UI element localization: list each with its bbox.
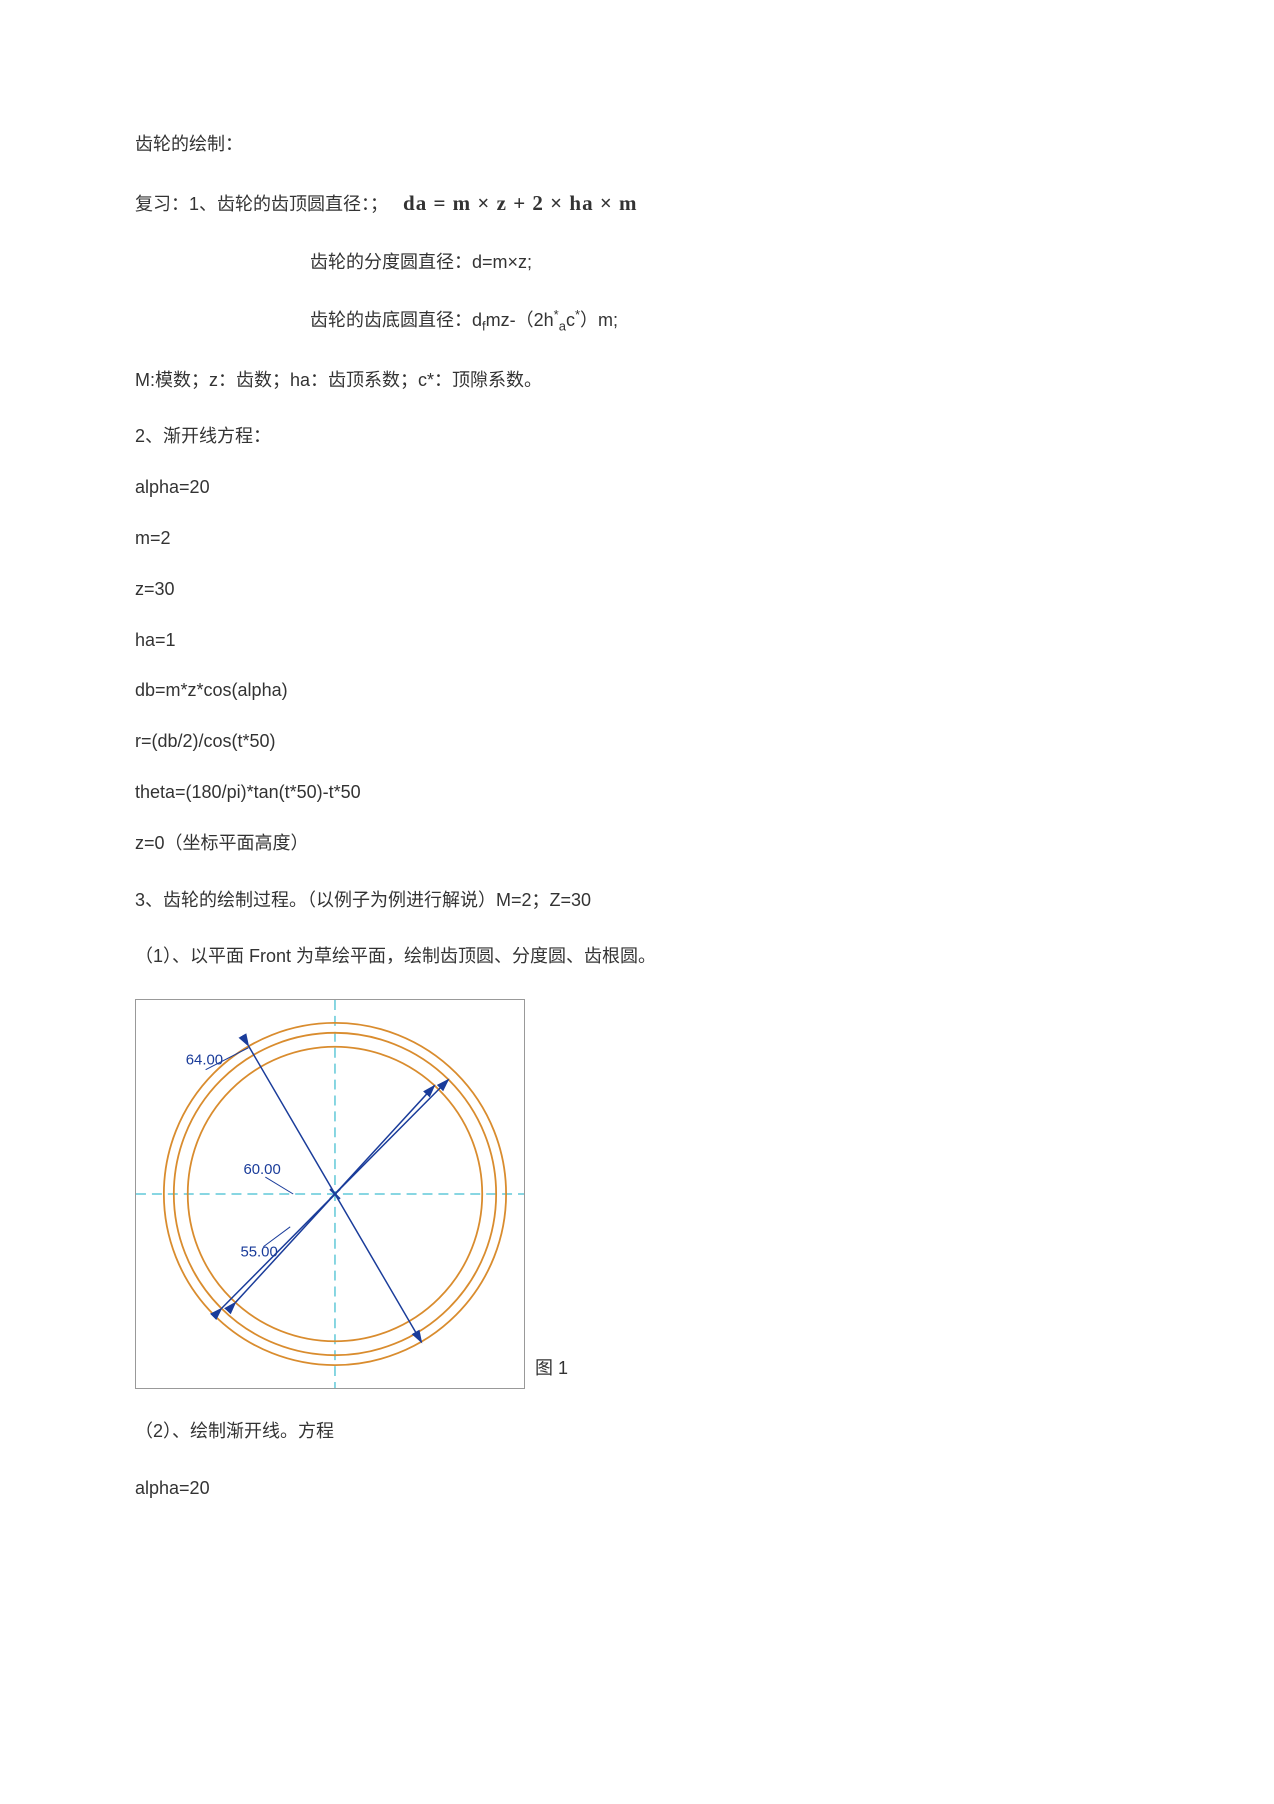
- figure1-caption: 图 1: [535, 1354, 568, 1389]
- dim-label-60: 60.00: [243, 1161, 280, 1178]
- root-sub-a: a: [559, 319, 566, 334]
- leader-60: [265, 1177, 293, 1194]
- review-line-da: 复习：1、齿轮的齿顶圆直径：； da = m × z + 2 × ha × m: [135, 187, 1139, 221]
- review-line-root: 齿轮的齿底圆直径：dfmz-（2h*ac*）m;: [135, 305, 1139, 337]
- dim-label-64: 64.00: [186, 1052, 223, 1069]
- eq-db: db=m*z*cos(alpha): [135, 676, 1139, 705]
- title: 齿轮的绘制：: [135, 130, 1139, 159]
- review-prefix: 复习：1、齿轮的齿顶圆直径：；: [135, 194, 388, 214]
- figure1: 64.00 60.00 55.00: [135, 999, 525, 1389]
- formula-da: da = m × z + 2 × ha × m: [403, 191, 638, 215]
- eq-alpha2: alpha=20: [135, 1474, 1139, 1503]
- figure1-wrap: 64.00 60.00 55.00 图 1: [135, 999, 1139, 1389]
- eq-theta: theta=(180/pi)*tan(t*50)-t*50: [135, 778, 1139, 807]
- eq-alpha: alpha=20: [135, 473, 1139, 502]
- root-suffix: ）m;: [580, 310, 618, 330]
- review-line-pitch: 齿轮的分度圆直径：d=m×z;: [135, 248, 1139, 277]
- eq-r: r=(db/2)/cos(t*50): [135, 727, 1139, 756]
- dim-label-55: 55.00: [240, 1244, 277, 1261]
- eq-z: z=30: [135, 575, 1139, 604]
- root-mid: mz-（2h: [486, 310, 554, 330]
- eq-m: m=2: [135, 524, 1139, 553]
- section3-title: 3、齿轮的绘制过程。（以例子为例进行解说）M=2；Z=30: [135, 886, 1139, 915]
- eq-ha: ha=1: [135, 626, 1139, 655]
- param-def: M:模数；z：齿数；ha：齿顶系数；c*：顶隙系数。: [135, 366, 1139, 395]
- step2: （2）、绘制渐开线。方程: [135, 1417, 1139, 1446]
- section2-title: 2、渐开线方程：: [135, 422, 1139, 451]
- step1: （1）、以平面 Front 为草绘平面，绘制齿顶圆、分度圆、齿根圆。: [135, 942, 1139, 971]
- root-mid2: c: [566, 310, 575, 330]
- eq-zcoord: z=0（坐标平面高度）: [135, 829, 1139, 858]
- root-prefix: 齿轮的齿底圆直径：d: [310, 310, 482, 330]
